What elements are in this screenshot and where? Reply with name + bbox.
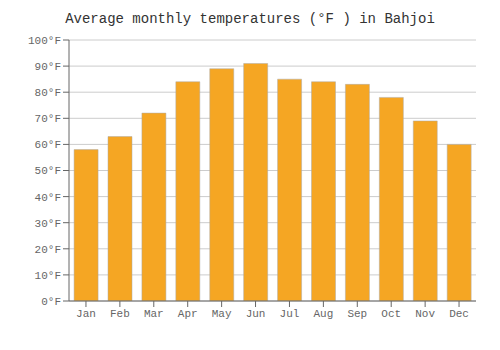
svg-text:80°F: 80°F bbox=[35, 87, 61, 99]
svg-text:10°F: 10°F bbox=[35, 270, 61, 282]
svg-text:70°F: 70°F bbox=[35, 113, 61, 125]
svg-text:Jan: Jan bbox=[76, 308, 96, 320]
svg-text:50°F: 50°F bbox=[35, 165, 61, 177]
svg-text:Nov: Nov bbox=[415, 308, 435, 320]
svg-text:Apr: Apr bbox=[178, 308, 198, 320]
svg-text:40°F: 40°F bbox=[35, 192, 61, 204]
html-text:Average monthly temperatures (: Average monthly temperatures (°F ) in Ba… bbox=[65, 11, 435, 27]
svg-text:90°F: 90°F bbox=[35, 61, 61, 73]
svg-text:Aug: Aug bbox=[313, 308, 333, 320]
svg-text:Oct: Oct bbox=[381, 308, 401, 320]
svg-text:20°F: 20°F bbox=[35, 244, 61, 256]
svg-text:0°F: 0°F bbox=[41, 296, 61, 308]
svg-text:30°F: 30°F bbox=[35, 218, 61, 230]
svg-text:Sep: Sep bbox=[347, 308, 367, 320]
svg-text:Mar: Mar bbox=[144, 308, 164, 320]
svg-text:100°F: 100°F bbox=[28, 35, 61, 47]
svg-text:60°F: 60°F bbox=[35, 139, 61, 151]
svg-text:Jun: Jun bbox=[246, 308, 266, 320]
svg-text:May: May bbox=[212, 308, 232, 320]
svg-text:Feb: Feb bbox=[110, 308, 130, 320]
svg-text:Jul: Jul bbox=[280, 308, 300, 320]
svg-text:Dec: Dec bbox=[449, 308, 469, 320]
